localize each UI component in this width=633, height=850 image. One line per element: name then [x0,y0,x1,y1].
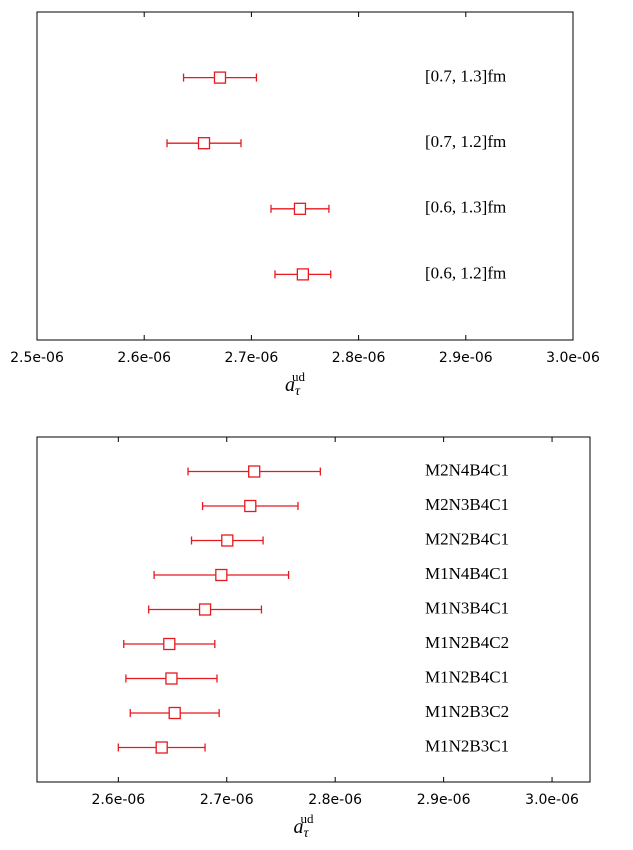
x-axis-superscript: ud [301,811,315,826]
category-label: M2N4B4C1 [425,460,509,479]
marker [155,741,168,754]
x-tick-label: 2.9e-06 [417,792,471,808]
x-tick-label: 2.6e-06 [91,792,145,808]
category-label: [0.7, 1.2]fm [425,132,506,151]
marker [296,268,310,281]
x-tick-label: 2.6e-06 [117,350,171,366]
error-point [190,534,264,547]
x-tick-label: 3.0e-06 [546,350,600,366]
category-label: M2N3B4C1 [425,495,509,514]
marker [198,603,212,616]
error-point [201,499,299,513]
marker [197,137,211,150]
error-point [153,568,290,582]
plot-frame [36,11,574,341]
x-tick-label: 2.7e-06 [225,350,279,366]
error-point [125,672,218,685]
category-label: [0.6, 1.3]fm [425,198,506,217]
category-label: M1N2B4C1 [425,667,509,686]
marker [165,672,178,685]
error-point [129,706,220,720]
marker [215,568,228,582]
x-tick-label: 2.9e-06 [439,350,493,366]
category-label: M1N4B4C1 [425,564,509,583]
category-label: M1N2B4C2 [425,633,509,652]
category-label: M1N2B3C2 [425,702,509,721]
marker [213,71,227,84]
plot-frame [36,436,591,783]
x-axis-symbol: a [293,816,303,838]
marker [163,637,176,651]
marker [221,534,234,547]
x-axis-subscript: τ [303,826,309,841]
error-point [270,202,330,215]
category-label: M2N2B4C1 [425,529,509,548]
category-label: [0.6, 1.2]fm [425,263,506,282]
error-point [148,603,263,616]
error-point [274,268,332,281]
x-tick-label: 2.8e-06 [308,792,362,808]
x-tick-label: 2.5e-06 [10,350,64,366]
x-axis-subscript: τ [295,384,301,399]
x-axis-label: aτud [285,369,306,399]
category-label: M1N3B4C1 [425,598,509,617]
marker [168,706,181,720]
category-label: M1N2B3C1 [425,736,509,755]
x-axis-symbol: a [285,374,295,396]
marker [293,202,307,215]
error-point [187,465,321,478]
error-point [123,637,216,651]
x-tick-label: 2.7e-06 [200,792,254,808]
error-point [182,71,258,84]
category-label: [0.7, 1.3]fm [425,67,506,86]
error-point [117,741,206,754]
marker [248,465,261,478]
error-point [166,137,242,150]
x-tick-label: 2.8e-06 [332,350,386,366]
x-axis-superscript: ud [292,369,306,384]
x-tick-label: 3.0e-06 [525,792,579,808]
marker [244,499,257,513]
x-axis-label: aτud [293,811,314,841]
